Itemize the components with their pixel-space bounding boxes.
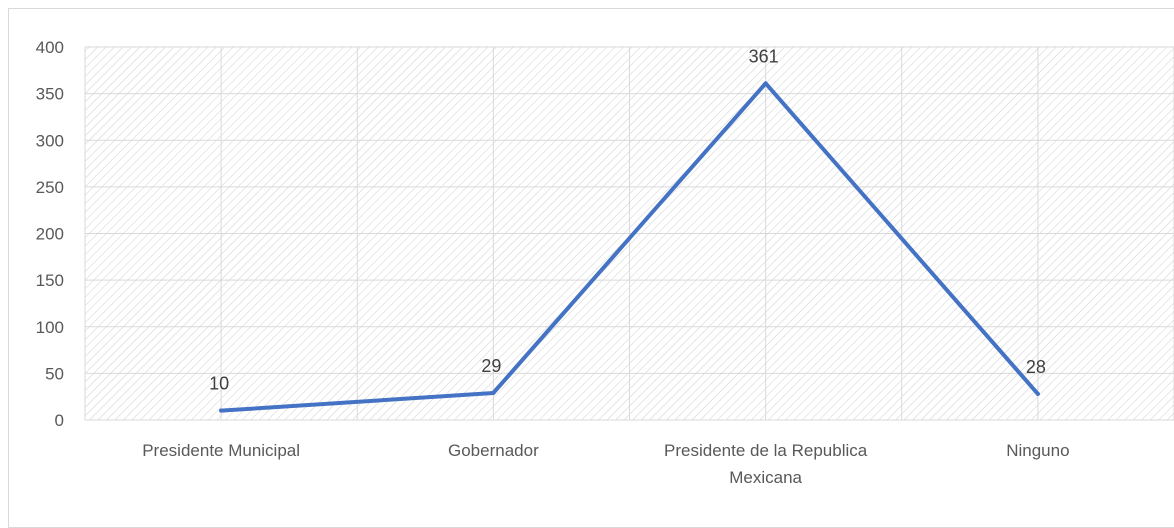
x-tick-label: Gobernador <box>448 441 539 460</box>
data-point <box>491 390 496 395</box>
y-tick-label: 200 <box>36 225 64 244</box>
data-label: 29 <box>481 356 501 376</box>
y-tick-label: 400 <box>36 38 64 57</box>
data-point <box>1035 391 1040 396</box>
data-point <box>763 81 768 86</box>
series-line <box>219 81 1040 413</box>
x-tick-label: Mexicana <box>729 468 802 487</box>
data-label: 10 <box>209 374 229 394</box>
y-tick-label: 0 <box>55 411 64 430</box>
x-tick-label: Presidente de la Republica <box>664 441 868 460</box>
y-tick-label: 250 <box>36 178 64 197</box>
data-label: 28 <box>1026 357 1046 377</box>
data-label: 361 <box>749 46 779 66</box>
line-chart: 0 50 100 150 200 250 300 350 400 Presidente Muni… <box>36 38 1174 487</box>
y-tick-label: 350 <box>36 85 64 104</box>
data-point <box>219 408 224 413</box>
y-tick-label: 300 <box>36 131 64 150</box>
x-tick-label: Presidente Municipal <box>142 441 300 460</box>
y-tick-label: 100 <box>36 318 64 337</box>
y-tick-label: 150 <box>36 271 64 290</box>
x-tick-label: Ninguno <box>1006 441 1069 460</box>
y-tick-label: 50 <box>45 364 64 383</box>
